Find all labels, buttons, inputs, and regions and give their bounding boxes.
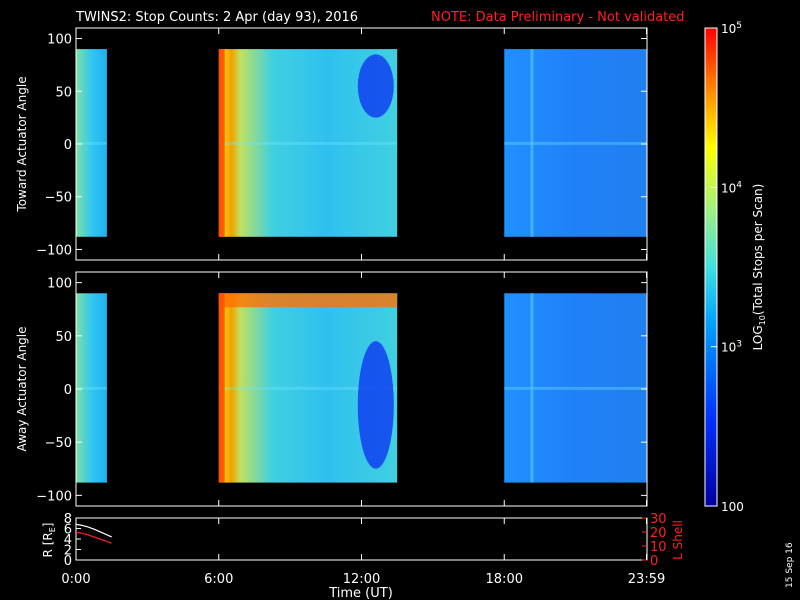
heatmap-zero-stripe	[504, 141, 647, 145]
heatmap-segment	[504, 49, 647, 237]
panel-toward-yaxis: 100 50 0 −50 −100	[36, 33, 647, 258]
heatmap-zero-stripe	[218, 386, 398, 390]
date-stamp: 15 Sep 16	[785, 542, 795, 588]
heatmap-low-count-region	[357, 341, 394, 469]
heatmap-segment	[76, 293, 107, 483]
heatmap-zero-stripe	[76, 141, 107, 145]
heatmap-vertical-streak	[530, 49, 534, 237]
ephemeris-series-line	[75, 523, 112, 538]
ytick-label: 100	[47, 277, 72, 292]
time-xlabel: Time (UT)	[328, 586, 393, 600]
ytick-label: −100	[36, 489, 72, 504]
ytick-label: 0	[64, 138, 72, 153]
xtick-label: 23:59	[628, 572, 665, 587]
panel-toward-ylabel: Toward Actuator Angle	[15, 76, 29, 212]
ytick-label: 2	[64, 544, 72, 559]
heatmap-edge-band	[218, 293, 225, 483]
heatmap-low-count-region	[357, 54, 394, 118]
heatmap-vertical-streak	[530, 293, 534, 483]
colorbar-gradient	[704, 27, 718, 507]
ytick-label: 100	[47, 33, 72, 48]
heatmap-edge-band	[218, 49, 225, 237]
colorbar: 105 104 103 100 LOG10(Total Stops per Scan)	[704, 21, 767, 514]
xtick-label: 12:00	[343, 572, 380, 587]
panel-away: 100 50 0 −50 −100 Away Actuator Angle	[15, 271, 648, 507]
heatmap-toward	[76, 49, 647, 237]
time-xaxis: 0:00 6:00 12:00 18:00 23:59	[61, 28, 665, 587]
xtick-label: 0:00	[61, 572, 90, 587]
xtick-label: 18:00	[486, 572, 523, 587]
colorbar-tick-label: 105	[721, 21, 742, 36]
panel-toward: 100 50 0 −50 −100 Toward Actuator Angle	[15, 27, 648, 261]
ytick-label: 4	[64, 533, 72, 548]
ytick-label: 0	[64, 554, 72, 569]
colorbar-label: LOG10(Total Stops per Scan)	[751, 184, 767, 351]
ytick-label: 0	[650, 554, 658, 569]
panel-ephemeris-frame	[75, 517, 648, 561]
xtick-label: 6:00	[204, 572, 233, 587]
panel-away-ylabel: Away Actuator Angle	[15, 326, 29, 451]
heatmap-zero-stripe	[76, 386, 107, 390]
ytick-label: 8	[64, 512, 72, 527]
ytick-label: 10	[650, 540, 667, 555]
ytick-label: −100	[36, 243, 72, 258]
ytick-label: 6	[64, 523, 72, 538]
heatmap-segment	[504, 293, 647, 483]
colorbar-tick-label: 103	[721, 340, 742, 355]
ephemeris-right-ylabel: L Shell	[671, 520, 685, 560]
colorbar-tick-label: 100	[721, 500, 744, 514]
ytick-label: −50	[45, 436, 72, 451]
preliminary-note: NOTE: Data Preliminary - Not validated	[431, 10, 685, 25]
colorbar-ticks: 105 104 103 100	[711, 21, 744, 514]
ephemeris-left-ylabel: R [RE]	[41, 523, 57, 558]
ytick-label: 30	[650, 512, 667, 527]
heatmap-zero-stripe	[218, 141, 398, 145]
heatmap-segment	[76, 49, 107, 237]
heatmap-zero-stripe	[504, 386, 647, 390]
panel-away-yaxis: 100 50 0 −50 −100	[36, 277, 647, 504]
ytick-label: −50	[45, 191, 72, 206]
ephemeris-lines	[75, 523, 112, 544]
ytick-label: 20	[650, 526, 667, 541]
plot-title: TWINS2: Stop Counts: 2 Apr (day 93), 201…	[75, 10, 358, 25]
ytick-label: 0	[64, 383, 72, 398]
colorbar-tick-label: 104	[721, 180, 742, 195]
ephemeris-series-line	[75, 531, 112, 544]
heatmap-high-count-band	[218, 293, 398, 308]
ytick-label: 50	[55, 85, 72, 100]
heatmap-away	[76, 293, 647, 483]
ytick-label: 50	[55, 330, 72, 345]
